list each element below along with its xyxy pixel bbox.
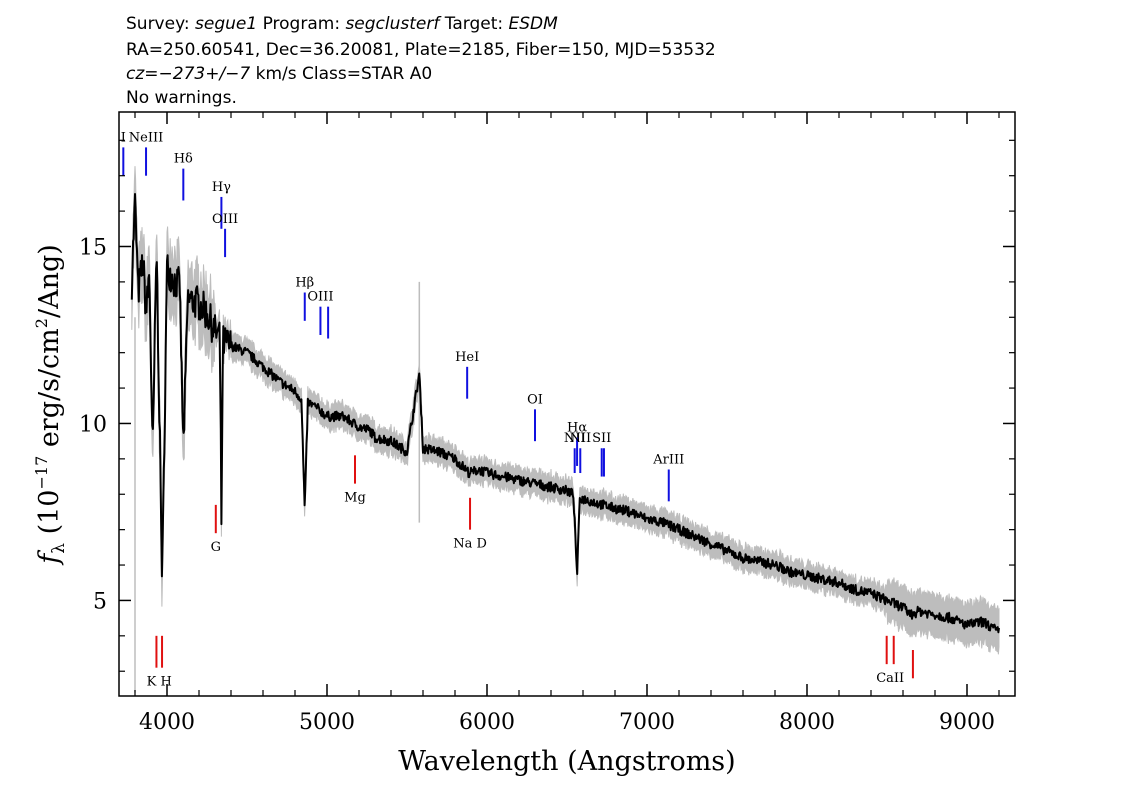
x-tick-label: 5000 — [299, 710, 355, 735]
x-axis-title: Wavelength (Angstroms) — [398, 746, 735, 777]
header-line-4: No warnings. — [126, 88, 237, 108]
flux-error-band-area — [131, 166, 1000, 655]
emission-line-label: SII — [592, 431, 611, 446]
x-tick-label: 8000 — [779, 710, 835, 735]
y-tick-label: 15 — [79, 235, 107, 260]
header-line-3: cz=−273+/−7 km/s Class=STAR A0 — [126, 64, 432, 84]
y-tick-label: 10 — [79, 412, 107, 437]
flux-error-band — [131, 166, 1000, 693]
absorption-line-label: CaII — [876, 671, 904, 686]
emission-line-label: NeIII — [129, 130, 163, 145]
x-tick-label: 9000 — [939, 710, 995, 735]
axis-ticks-group: 4000 5000 6000 7000 8000 9000 5 10 15 — [79, 112, 1015, 735]
emission-line-label: OIII — [212, 212, 238, 227]
emission-line-label: OIII — [307, 290, 333, 305]
x-tick-label: 4000 — [139, 710, 195, 735]
emission-line-label: I — [121, 130, 126, 145]
x-tick-label: 7000 — [619, 710, 675, 735]
x-tick-label: 6000 — [459, 710, 515, 735]
flux-series-group — [130, 193, 1000, 634]
emission-line-label: OI — [527, 392, 543, 407]
header-line-2: RA=250.60541, Dec=36.20081, Plate=2185, … — [126, 40, 716, 60]
emission-line-label: Hα — [567, 421, 587, 436]
emission-line-label: NII — [569, 431, 591, 446]
emission-line-label: HeI — [455, 350, 479, 365]
emission-line-label: NII — [564, 431, 586, 446]
emission-line-label: Hγ — [212, 180, 231, 195]
emission-line-label: Hβ — [295, 276, 314, 291]
absorption-line-label: Na D — [453, 537, 487, 552]
flux-line — [130, 193, 1000, 634]
y-axis-title: fλ (10−17 erg/s/cm2/Ang) — [32, 244, 69, 566]
absorption-line-label: Mg — [344, 491, 366, 506]
header-line-1: Survey: segue1 Program: segclusterf Targ… — [126, 14, 558, 34]
absorption-line-label: G — [211, 540, 221, 555]
plot-frame — [118, 111, 1016, 697]
emission-line-label: Hδ — [174, 152, 193, 167]
emission-line-label: ArIII — [652, 452, 684, 467]
y-tick-label: 5 — [93, 589, 107, 614]
absorption-line-label: K H — [147, 675, 172, 690]
